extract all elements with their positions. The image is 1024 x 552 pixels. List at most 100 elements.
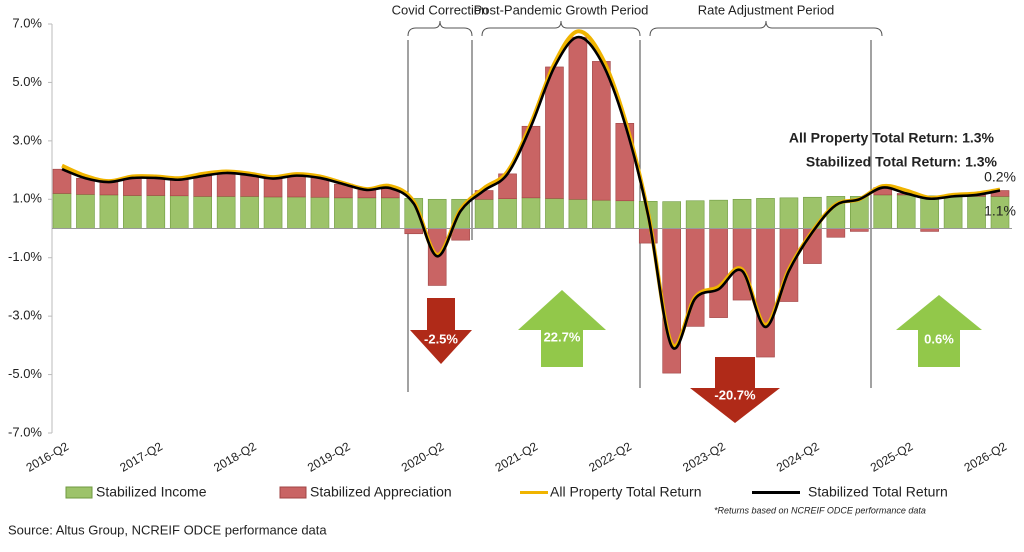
period-label: Rate Adjustment Period [698, 2, 835, 17]
x-tick-label: 2022-Q2 [586, 439, 634, 475]
arrow-head [410, 330, 472, 364]
bar [99, 194, 119, 229]
arrow-label: -2.5% [424, 331, 458, 346]
x-tick-label: 2024-Q2 [774, 439, 822, 475]
source: Source: Altus Group, NCREIF ODCE perform… [8, 522, 327, 537]
x-tick-label: 2020-Q2 [399, 439, 447, 475]
bar [474, 198, 494, 229]
bar [146, 177, 166, 196]
bar [380, 197, 400, 229]
legend-label: Stabilized Appreciation [310, 484, 452, 500]
bar [240, 174, 259, 197]
bar [732, 198, 752, 229]
bar [873, 194, 893, 229]
bar [169, 179, 189, 197]
end-label: All Property Total Return: 1.3% [789, 130, 995, 146]
bar [240, 196, 259, 229]
bar [193, 196, 212, 229]
value-label: 1.1% [984, 203, 1016, 219]
bar [216, 196, 236, 229]
bar [779, 197, 799, 229]
y-tick-label: 7.0% [12, 15, 42, 30]
period-brace [649, 20, 883, 37]
bar [123, 195, 142, 229]
arrow-label: 0.6% [924, 331, 954, 346]
bar [146, 195, 166, 229]
legend-swatch [279, 486, 307, 499]
bar [568, 36, 588, 200]
bar [263, 196, 283, 229]
bar [216, 172, 236, 197]
bar [76, 194, 95, 229]
arrow-head [896, 295, 982, 330]
bar [732, 228, 752, 301]
bar [920, 195, 939, 229]
bar [709, 199, 728, 229]
bar [685, 200, 705, 229]
bar [193, 175, 212, 197]
line-series [61, 35, 1001, 350]
bar [615, 200, 635, 229]
bar [334, 197, 353, 229]
bar [545, 198, 564, 229]
bar [943, 196, 963, 229]
bar [287, 196, 306, 229]
x-tick-label: 2017-Q2 [117, 439, 165, 475]
period-brace [407, 20, 473, 37]
period-label: Post-Pandemic Growth Period [474, 2, 649, 17]
x-tick-label: 2016-Q2 [24, 439, 72, 475]
bar [568, 198, 588, 229]
bar [123, 177, 142, 196]
period-brace [481, 20, 641, 37]
bar [592, 61, 611, 201]
bar [263, 178, 283, 198]
y-tick-label: 5.0% [12, 74, 42, 89]
x-tick-label: 2019-Q2 [305, 439, 353, 475]
arrow-shaft [427, 298, 455, 330]
x-tick-label: 2021-Q2 [493, 439, 541, 475]
bar [545, 66, 564, 199]
bar [756, 198, 775, 229]
y-tick-label: 1.0% [12, 191, 42, 206]
bar [99, 181, 119, 196]
bar [357, 197, 377, 229]
bar [498, 198, 517, 229]
y-tick-label: -1.0% [8, 249, 42, 264]
bar [662, 201, 682, 229]
arrow-head [690, 388, 780, 423]
bar [896, 194, 916, 229]
x-tick-label: 2026-Q2 [962, 439, 1010, 475]
x-tick-label: 2023-Q2 [680, 439, 728, 475]
arrow-label: 22.7% [544, 329, 581, 344]
bar [404, 228, 424, 235]
arrow-head [518, 290, 606, 330]
bar [826, 228, 846, 238]
bar [967, 196, 986, 229]
bar [451, 228, 470, 241]
y-tick-label: 3.0% [12, 132, 42, 147]
legend-label: All Property Total Return [550, 484, 701, 500]
bar [427, 198, 447, 229]
arrow-label: -20.7% [714, 387, 756, 402]
period-label: Covid Correction [392, 2, 489, 17]
bar [592, 199, 611, 229]
arrow-shaft [541, 330, 583, 367]
bar [310, 196, 330, 229]
x-tick-label: 2025-Q2 [868, 439, 916, 475]
y-tick-label: -7.0% [8, 424, 42, 439]
bar [52, 193, 72, 229]
arrow-shaft [918, 330, 960, 367]
bar [169, 195, 189, 229]
legend-label: Stabilized Income [96, 484, 207, 500]
bar [521, 197, 541, 229]
bar [662, 228, 682, 374]
legend-swatch [65, 486, 93, 499]
end-label: Stabilized Total Return: 1.3% [806, 154, 998, 170]
x-tick-label: 2018-Q2 [211, 439, 259, 475]
footnote: *Returns based on NCREIF ODCE performanc… [714, 505, 926, 515]
bar [756, 228, 775, 358]
bar [287, 175, 306, 198]
arrow-shaft [715, 357, 755, 388]
legend-label: Stabilized Total Return [808, 484, 948, 500]
